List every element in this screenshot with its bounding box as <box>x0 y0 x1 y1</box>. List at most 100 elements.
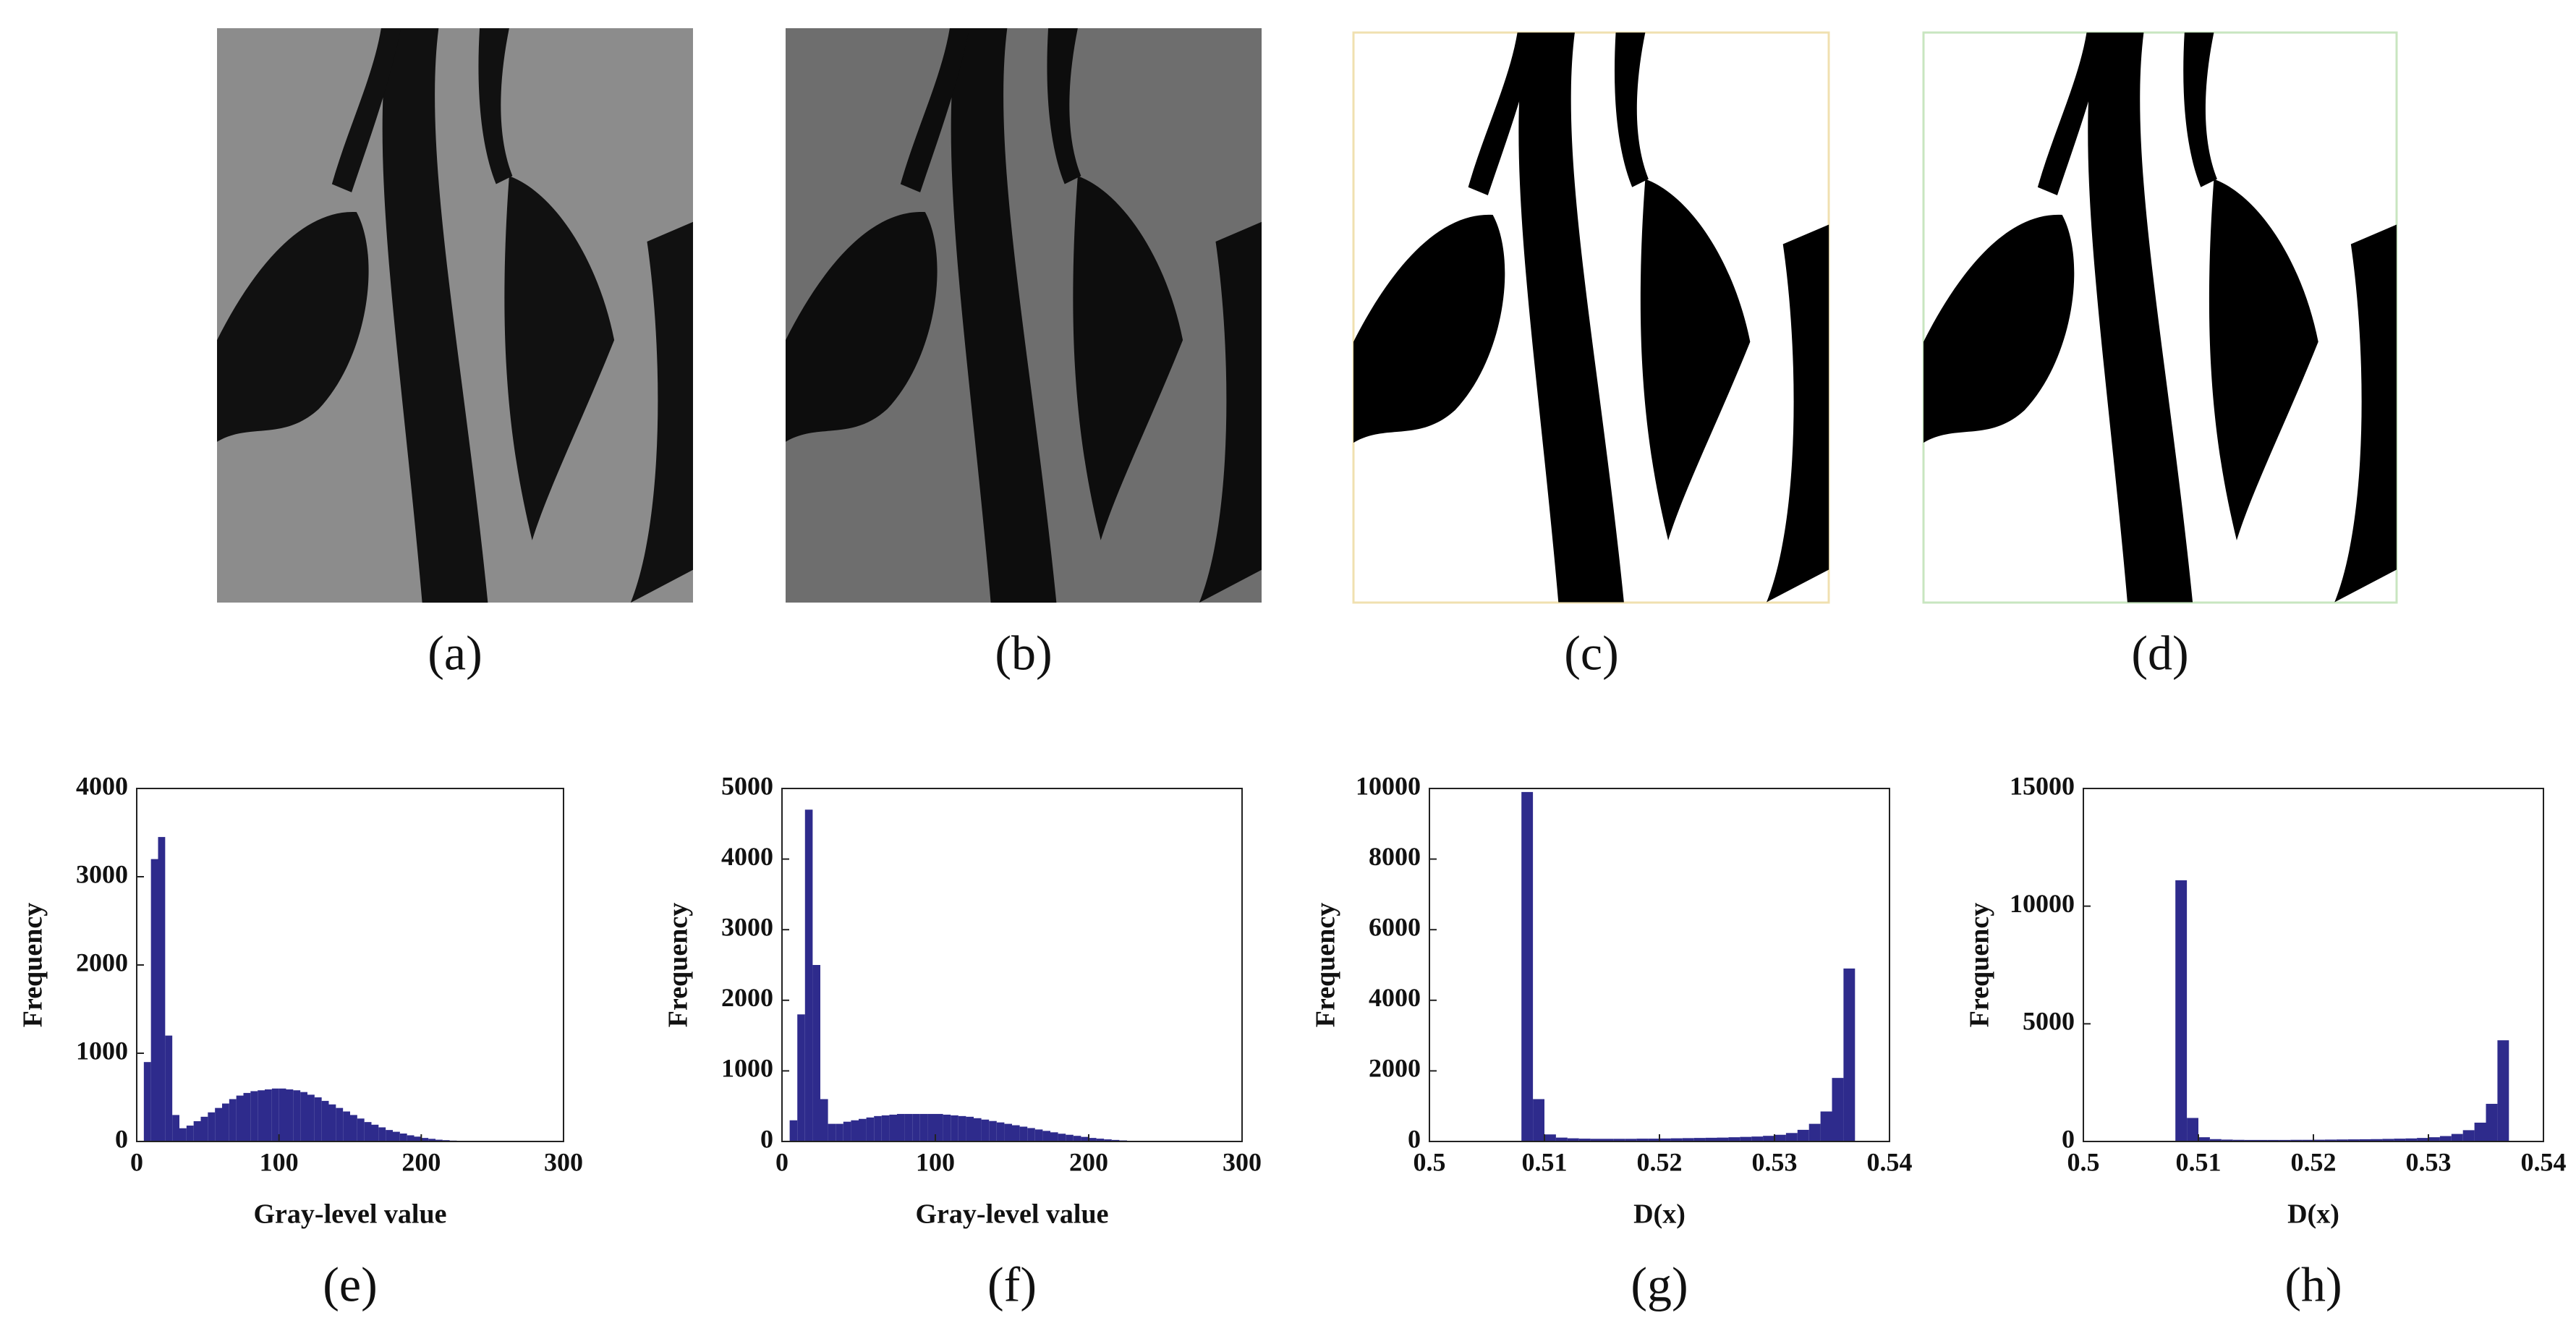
bar <box>1774 1134 1786 1141</box>
caption: (f) <box>987 1257 1037 1312</box>
x-tick-label: 300 <box>544 1147 583 1176</box>
y-tick-label: 15000 <box>2010 771 2075 800</box>
bar <box>981 1119 990 1141</box>
bar <box>2290 1139 2303 1141</box>
bar <box>250 1091 258 1141</box>
y-tick-label: 2000 <box>721 983 773 1012</box>
x-tick-label: 0.51 <box>1522 1147 1568 1176</box>
y-tick-label: 4000 <box>721 842 773 871</box>
bar <box>1670 1138 1683 1141</box>
bar <box>804 809 813 1141</box>
bar <box>286 1089 294 1141</box>
bar <box>1820 1111 1832 1141</box>
y-tick-label: 6000 <box>1369 912 1421 941</box>
image-a <box>217 28 694 603</box>
bar <box>165 1035 173 1141</box>
bar <box>2486 1103 2498 1141</box>
bar <box>421 1138 429 1141</box>
x-axis-label: Gray-level value <box>254 1199 447 1230</box>
y-tick-label: 4000 <box>76 771 128 800</box>
x-tick-label: 100 <box>916 1147 955 1176</box>
bar <box>293 1090 301 1141</box>
bar <box>1521 791 1534 1141</box>
bar <box>2359 1139 2371 1141</box>
x-tick-label: 300 <box>1223 1147 1262 1176</box>
bar <box>2382 1139 2394 1141</box>
image-b <box>786 28 1262 603</box>
x-tick-label: 0.52 <box>1637 1147 1683 1176</box>
bar <box>1785 1133 1798 1141</box>
bar <box>1613 1139 1625 1141</box>
bar <box>943 1114 951 1141</box>
bar <box>1096 1139 1105 1141</box>
y-tick-label: 5000 <box>721 771 773 800</box>
bar <box>1740 1136 1752 1141</box>
bar <box>1717 1137 1729 1141</box>
bar <box>881 1115 890 1141</box>
chart: 0 100 200 300010002000300040005000Gray-leve… <box>663 771 1262 1311</box>
image-d <box>1922 31 2398 604</box>
x-tick-label: 0.53 <box>1752 1147 1798 1176</box>
bar <box>150 859 158 1141</box>
bar <box>812 965 820 1141</box>
bar <box>1832 1078 1844 1141</box>
bar <box>2324 1139 2337 1141</box>
bar <box>1693 1138 1706 1141</box>
bar <box>1728 1137 1740 1141</box>
bar <box>1073 1136 1081 1141</box>
bar <box>1042 1131 1050 1141</box>
bar <box>428 1139 435 1141</box>
bar <box>172 1115 179 1141</box>
bar <box>1111 1139 1120 1141</box>
bar <box>889 1114 897 1141</box>
bar <box>236 1095 244 1141</box>
bar <box>1089 1138 1097 1141</box>
bar <box>912 1113 920 1141</box>
caption: (g) <box>1631 1257 1688 1312</box>
bar <box>927 1113 935 1141</box>
bar <box>222 1103 229 1141</box>
bar <box>336 1107 344 1141</box>
bar <box>378 1127 386 1141</box>
x-tick-label: 100 <box>260 1147 299 1176</box>
bar <box>2336 1139 2348 1141</box>
bar <box>343 1111 350 1141</box>
bar <box>935 1113 943 1141</box>
bar <box>859 1118 867 1141</box>
x-tick-label: 0 <box>130 1147 143 1176</box>
y-tick-label: 0 <box>115 1124 128 1153</box>
bar <box>851 1120 859 1141</box>
caption: (h) <box>2284 1257 2342 1312</box>
bar <box>1625 1139 1637 1141</box>
bar <box>279 1088 286 1141</box>
bar <box>1659 1138 1671 1141</box>
axes-box <box>136 788 564 1142</box>
bar <box>2474 1122 2486 1141</box>
bar <box>2313 1139 2325 1141</box>
axes-box <box>2083 788 2544 1142</box>
bar <box>357 1118 365 1141</box>
bar <box>186 1126 194 1141</box>
bar <box>364 1122 372 1141</box>
y-axis-label: Frequency <box>1965 903 1995 1027</box>
y-tick-label: 10000 <box>1356 771 1421 800</box>
y-tick-label: 0 <box>2062 1124 2075 1153</box>
bar <box>435 1139 443 1141</box>
bar <box>2256 1139 2268 1141</box>
bar <box>1648 1139 1659 1141</box>
y-axis-label: Frequency <box>18 903 48 1027</box>
bar <box>1544 1134 1556 1141</box>
bar <box>243 1092 251 1141</box>
bar <box>215 1107 222 1141</box>
bar <box>1019 1126 1028 1141</box>
bar <box>2439 1136 2452 1141</box>
x-tick-label: 200 <box>401 1147 441 1176</box>
bar <box>789 1120 798 1141</box>
bar <box>1751 1136 1764 1141</box>
caption: (d) <box>2131 626 2188 681</box>
bar <box>797 1014 805 1141</box>
caption: (a) <box>428 626 482 681</box>
bar <box>1682 1138 1694 1141</box>
bar <box>307 1094 315 1141</box>
